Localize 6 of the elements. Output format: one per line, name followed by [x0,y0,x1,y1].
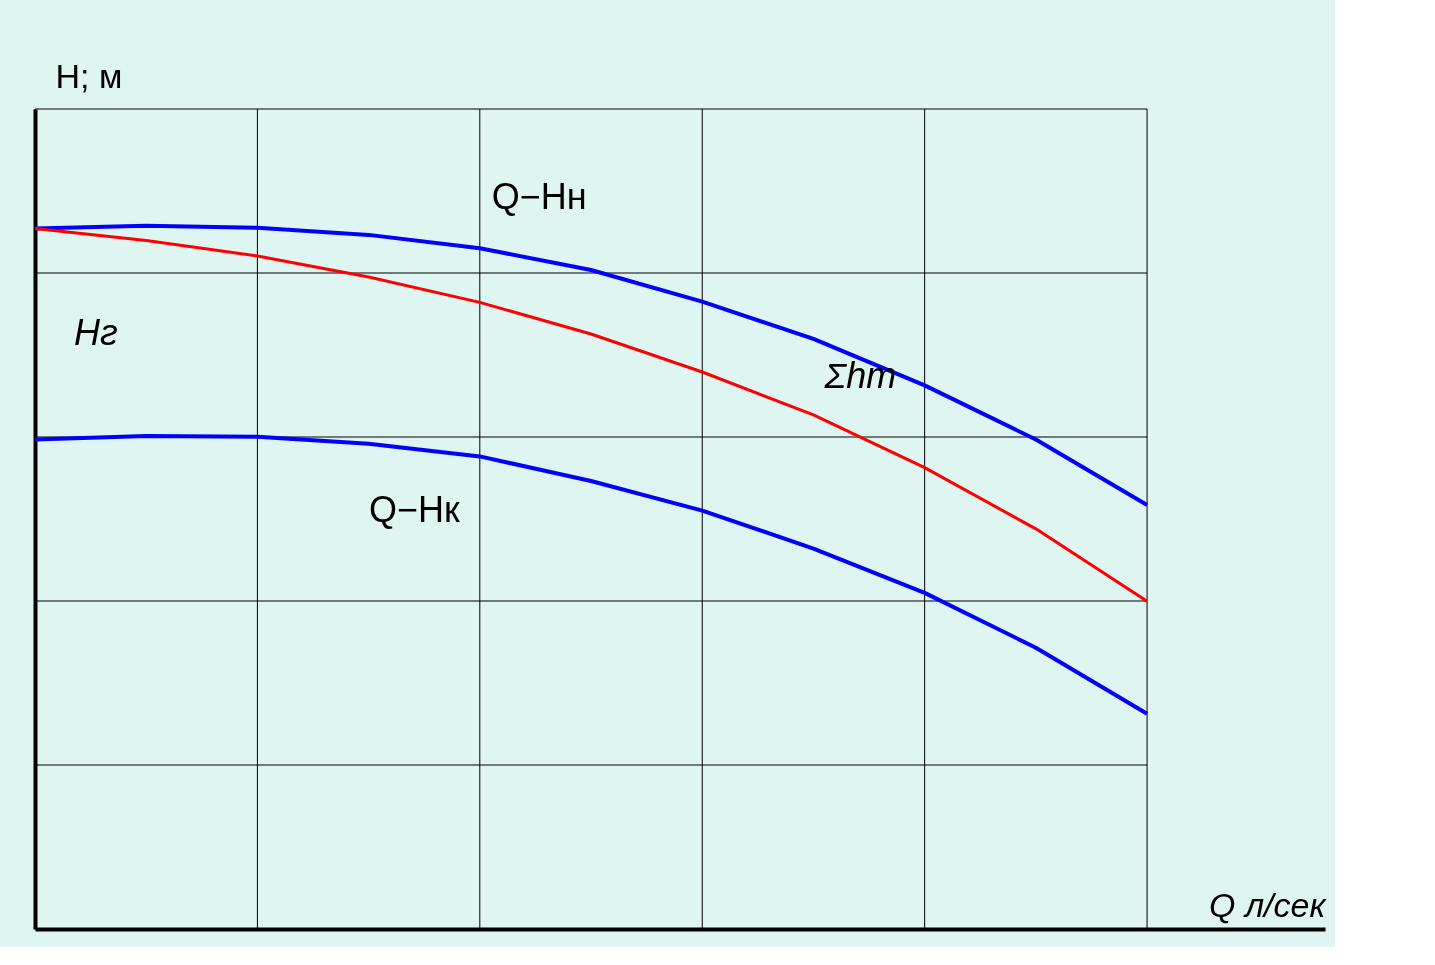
annotation: Hг [73,312,118,354]
y-axis-title: H; м [55,56,123,95]
series-label: Q−Hн [491,176,587,218]
series-label: Q−Hк [369,489,461,531]
annotation: Σhт [823,354,897,396]
x-axis-title: Q л/сек [1209,885,1328,924]
